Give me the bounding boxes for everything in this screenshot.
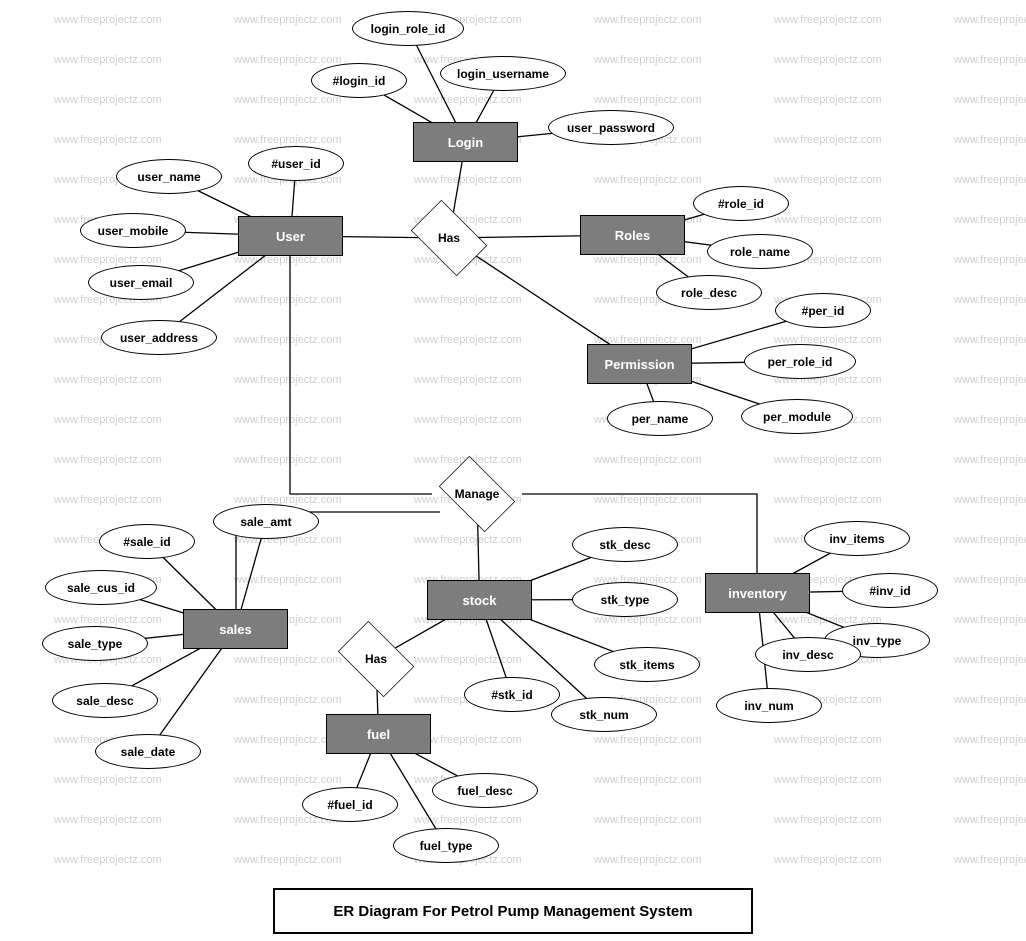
entity-fuel: fuel bbox=[326, 714, 431, 754]
entity-inventory: inventory bbox=[705, 573, 810, 613]
attr-hash_login_id: #login_id bbox=[311, 63, 407, 98]
diagram-title-text: ER Diagram For Petrol Pump Management Sy… bbox=[333, 903, 692, 920]
rel-manage: Manage bbox=[432, 464, 522, 524]
entity-stock: stock bbox=[427, 580, 532, 620]
attr-hash_inv_id: #inv_id bbox=[842, 573, 938, 608]
attr-per_name: per_name bbox=[607, 401, 713, 436]
attr-sale_type: sale_type bbox=[42, 626, 148, 661]
attr-login_username: login_username bbox=[440, 56, 566, 91]
attr-user_password: user_password bbox=[548, 110, 674, 145]
attr-user_name: user_name bbox=[116, 159, 222, 194]
attr-fuel_desc: fuel_desc bbox=[432, 773, 538, 808]
attr-hash_role_id: #role_id bbox=[693, 186, 789, 221]
entity-roles: Roles bbox=[580, 215, 685, 255]
attr-hash_per_id: #per_id bbox=[775, 293, 871, 328]
attr-inv_items: inv_items bbox=[804, 521, 910, 556]
attr-sale_desc: sale_desc bbox=[52, 683, 158, 718]
attr-stk_desc: stk_desc bbox=[572, 527, 678, 562]
attr-hash_user_id: #user_id bbox=[248, 146, 344, 181]
attr-hash_fuel_id: #fuel_id bbox=[302, 787, 398, 822]
attr-sale_amt: sale_amt bbox=[213, 504, 319, 539]
rel-has2: Has bbox=[331, 629, 421, 689]
attr-role_name: role_name bbox=[707, 234, 813, 269]
er-diagram: Login User Roles Permission stock sales invent… bbox=[0, 0, 1026, 941]
attr-role_desc: role_desc bbox=[656, 275, 762, 310]
entity-sales: sales bbox=[183, 609, 288, 649]
attr-user_mobile: user_mobile bbox=[80, 213, 186, 248]
attr-user_address: user_address bbox=[101, 320, 217, 355]
attr-sale_cus_id: sale_cus_id bbox=[45, 570, 157, 605]
entity-user: User bbox=[238, 216, 343, 256]
rel-has1: Has bbox=[404, 208, 494, 268]
attr-stk_num: stk_num bbox=[551, 697, 657, 732]
attr-per_module: per_module bbox=[741, 399, 853, 434]
attr-sale_date: sale_date bbox=[95, 734, 201, 769]
entity-login: Login bbox=[413, 122, 518, 162]
attr-inv_num: inv_num bbox=[716, 688, 822, 723]
entity-permission: Permission bbox=[587, 344, 692, 384]
attr-stk_items: stk_items bbox=[594, 647, 700, 682]
diagram-title: ER Diagram For Petrol Pump Management Sy… bbox=[273, 888, 753, 934]
attr-per_role_id: per_role_id bbox=[744, 344, 856, 379]
attr-stk_type: stk_type bbox=[572, 582, 678, 617]
attr-login_role_id: login_role_id bbox=[352, 11, 464, 46]
attr-hash_sale_id: #sale_id bbox=[99, 524, 195, 559]
attr-inv_desc: inv_desc bbox=[755, 637, 861, 672]
attr-user_email: user_email bbox=[88, 265, 194, 300]
attr-hash_stk_id: #stk_id bbox=[464, 677, 560, 712]
attr-fuel_type: fuel_type bbox=[393, 828, 499, 863]
